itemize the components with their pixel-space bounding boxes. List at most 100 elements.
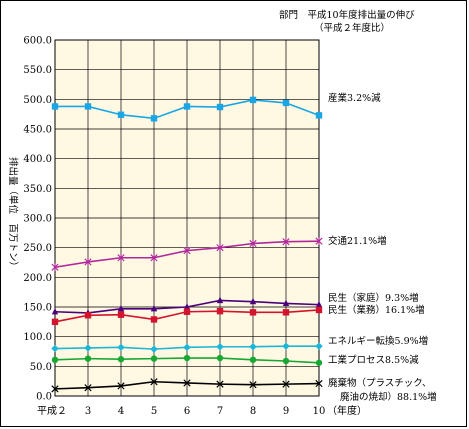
- data-point: [84, 355, 92, 362]
- x-tick-label: 9: [283, 406, 289, 417]
- data-point: [51, 344, 59, 353]
- data-point: [84, 258, 92, 266]
- data-point: [51, 103, 59, 110]
- data-point: [216, 354, 224, 362]
- data-point: [183, 246, 191, 255]
- data-point: [249, 96, 257, 104]
- y-tick-label: 550.0: [23, 65, 52, 76]
- chart-subtitle: （平成２年度比）: [314, 22, 390, 34]
- series-0: [51, 96, 323, 122]
- y-tick-label: 250.0: [23, 243, 52, 254]
- x-tick-label: 8: [250, 406, 256, 417]
- x-tick-label: 10: [313, 406, 326, 417]
- data-point: [150, 304, 158, 312]
- data-point: [117, 254, 125, 262]
- data-point: [183, 308, 191, 315]
- series-4: [51, 342, 323, 353]
- data-point: [117, 356, 125, 363]
- series-group: [51, 96, 323, 393]
- data-point: [150, 254, 158, 262]
- data-point: [249, 239, 257, 248]
- data-point: [216, 296, 224, 304]
- series-label: 廃棄物（プラスチック、: [328, 377, 431, 389]
- series-1: [51, 237, 323, 271]
- data-point: [183, 354, 191, 362]
- series-label: 廃油の焼却）88.1%増: [340, 391, 437, 403]
- data-point: [51, 263, 59, 271]
- series-label: 民生（業務）16.1%増: [328, 304, 425, 316]
- y-tick-label: 500.0: [23, 95, 52, 106]
- data-point: [150, 316, 158, 323]
- data-point: [84, 384, 92, 392]
- data-point: [117, 304, 125, 312]
- data-point: [183, 343, 191, 352]
- data-point: [315, 237, 323, 245]
- y-tick-label: 0.0: [36, 392, 52, 403]
- x-tick-label: 4: [118, 406, 124, 417]
- series-labels: 産業3.2%減交通21.1%増民生（家庭）9.3%増民生（業務）16.1%増エネ…: [328, 92, 437, 403]
- x-axis-unit: （年度）: [327, 404, 367, 417]
- data-point: [249, 356, 257, 364]
- data-point: [117, 311, 125, 318]
- data-point: [117, 111, 125, 118]
- data-point: [150, 378, 158, 386]
- series-label: 産業3.2%減: [328, 92, 381, 104]
- y-tick-label: 400.0: [23, 154, 52, 165]
- data-point: [216, 103, 224, 111]
- x-tick-label: 6: [184, 406, 190, 417]
- data-point: [183, 103, 191, 110]
- y-axis-label: 排出量（単位 百万トン）: [7, 157, 19, 271]
- y-tick-label: 50.0: [30, 362, 52, 373]
- data-point: [51, 385, 59, 393]
- data-point: [315, 300, 323, 308]
- data-point: [84, 312, 92, 319]
- data-point: [315, 359, 323, 366]
- series-label: 民生（家庭）9.3%増: [328, 292, 419, 304]
- series-label: 交通21.1%増: [328, 235, 387, 247]
- x-tick-label: 3: [85, 406, 91, 417]
- data-point: [282, 357, 290, 365]
- y-tick-label: 450.0: [23, 125, 52, 136]
- data-point: [216, 343, 224, 351]
- chart-title: 部門 平成10年度排出量の伸び: [279, 9, 415, 21]
- data-point: [315, 112, 323, 119]
- series-5: [51, 354, 323, 366]
- data-point: [183, 303, 191, 310]
- data-point: [51, 318, 59, 326]
- series-2: [51, 296, 323, 316]
- data-point: [315, 342, 323, 350]
- data-point: [282, 299, 290, 307]
- data-point: [216, 307, 224, 315]
- data-point: [249, 343, 257, 351]
- x-tick-label: 7: [217, 406, 223, 417]
- series-label: エネルギー転換5.9%増: [328, 335, 428, 347]
- data-point: [249, 309, 257, 316]
- y-tick-label: 350.0: [23, 184, 52, 195]
- data-point: [315, 379, 323, 388]
- plot-border: [54, 39, 320, 397]
- data-point: [183, 379, 191, 387]
- data-point: [84, 103, 92, 110]
- data-point: [282, 99, 290, 107]
- y-tick-label: 600.0: [23, 36, 52, 47]
- data-point: [282, 380, 290, 388]
- y-tick-label: 200.0: [23, 273, 52, 284]
- data-point: [216, 243, 224, 252]
- y-tick-label: 150.0: [23, 303, 52, 314]
- x-tick-label: 平成２: [37, 405, 67, 417]
- data-point: [84, 344, 92, 352]
- y-tick-label: 300.0: [23, 214, 52, 225]
- data-point: [51, 307, 59, 315]
- x-tick-labels: 平成２ 3 4 5 6 7 8 9 10: [37, 405, 325, 417]
- data-point: [282, 238, 290, 246]
- series-3: [51, 306, 323, 326]
- data-point: [216, 380, 224, 388]
- data-point: [315, 306, 323, 314]
- y-tick-label: 100.0: [23, 332, 52, 343]
- data-point: [282, 342, 290, 350]
- series-6: [51, 378, 323, 393]
- series-label: 工業プロセス8.5%減: [328, 354, 419, 366]
- data-point: [282, 309, 290, 316]
